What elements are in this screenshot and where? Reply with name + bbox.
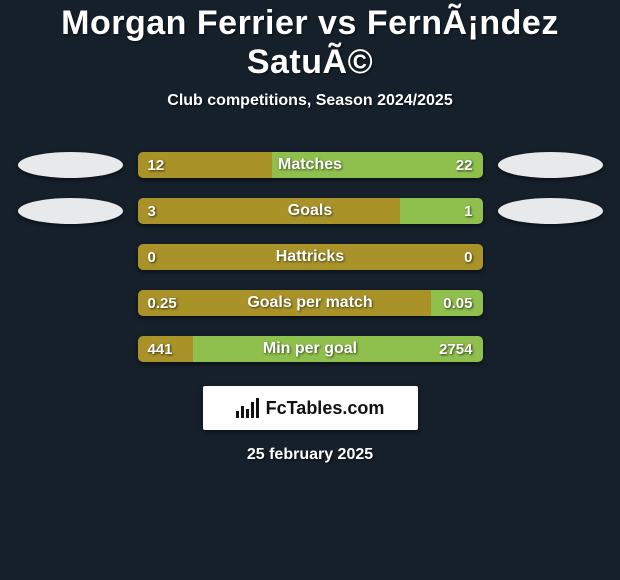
player-left-marker (18, 152, 123, 178)
stat-bar-left-seg (138, 152, 273, 178)
player-right-marker (498, 198, 603, 224)
player-left-marker (18, 198, 123, 224)
bar-chart-icon (236, 398, 260, 418)
stat-bar: Goals31 (138, 198, 483, 224)
stat-bar-right-seg (272, 152, 482, 178)
stat-bar-right-seg (193, 336, 483, 362)
branding-badge: FcTables.com (203, 386, 418, 430)
stat-row: Goals31 (0, 188, 620, 234)
stat-row: Hattricks00 (0, 234, 620, 280)
stat-bar: Hattricks00 (138, 244, 483, 270)
date-text: 25 february 2025 (0, 446, 620, 464)
stat-row: Goals per match0.250.05 (0, 280, 620, 326)
stat-bar-right-seg (431, 290, 483, 316)
stat-bar: Matches1222 (138, 152, 483, 178)
player-right-marker (498, 152, 603, 178)
stat-bar-left-seg (138, 336, 193, 362)
branding-text: FcTables.com (266, 398, 385, 419)
stat-bar-left-seg (138, 290, 431, 316)
stat-bar-right-seg (400, 198, 483, 224)
page-title: Morgan Ferrier vs FernÃ¡ndez SatuÃ© (0, 4, 620, 82)
stat-bar: Min per goal4412754 (138, 336, 483, 362)
stat-bar-left-seg (138, 244, 483, 270)
stats-container: Matches1222 Goals31 Hattricks00 Goals per m… (0, 142, 620, 372)
stat-bar-left-seg (138, 198, 400, 224)
stat-bar: Goals per match0.250.05 (138, 290, 483, 316)
page-subtitle: Club competitions, Season 2024/2025 (0, 92, 620, 110)
stat-row: Min per goal4412754 (0, 326, 620, 372)
stat-row: Matches1222 (0, 142, 620, 188)
